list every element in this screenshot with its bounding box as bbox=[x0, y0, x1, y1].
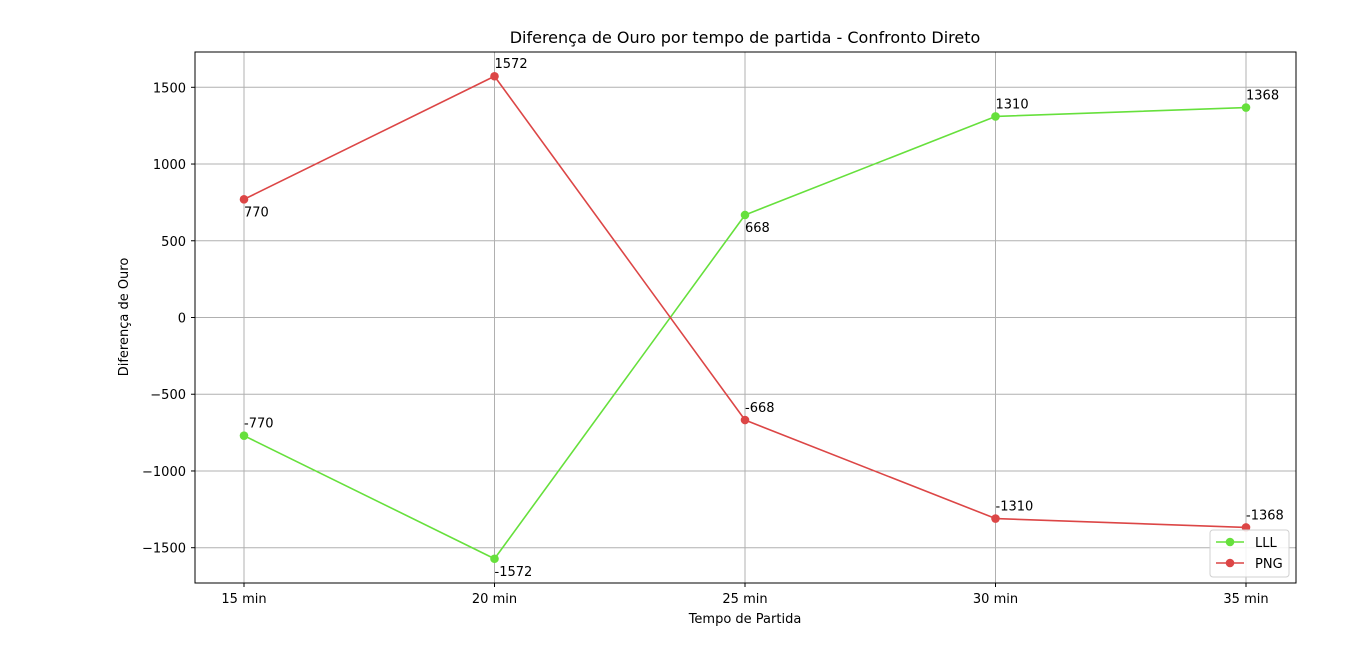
x-tick-label: 20 min bbox=[472, 592, 517, 607]
data-point-lll bbox=[239, 431, 249, 440]
x-tick-label: 15 min bbox=[221, 592, 266, 607]
y-axis-ticks: −1500 −1000 −500 0 500 1000 1500 bbox=[142, 81, 195, 557]
legend-label-png: PNG bbox=[1255, 557, 1283, 572]
data-label-png: -668 bbox=[745, 401, 775, 416]
x-tick-label: 30 min bbox=[973, 592, 1018, 607]
data-label-png: 1572 bbox=[495, 57, 528, 72]
data-point-png bbox=[740, 415, 750, 425]
y-axis-label: Diferença de Ouro bbox=[117, 258, 132, 377]
legend-marker-png bbox=[1225, 558, 1235, 568]
data-label-png: -1310 bbox=[996, 500, 1034, 515]
y-tick-label: −1500 bbox=[142, 542, 186, 557]
y-tick-label: −500 bbox=[150, 388, 186, 403]
x-axis-ticks: 15 min 20 min 25 min 30 min 35 min bbox=[221, 583, 1269, 607]
data-point-png bbox=[490, 71, 499, 81]
legend-label-lll: LLL bbox=[1255, 536, 1277, 551]
data-label-lll: 668 bbox=[745, 221, 770, 236]
data-point-lll bbox=[740, 210, 750, 220]
data-point-png bbox=[991, 514, 1000, 523]
data-label-lll: -770 bbox=[244, 417, 274, 432]
data-label-lll: 1310 bbox=[996, 97, 1029, 112]
data-point-lll bbox=[490, 554, 499, 564]
data-label-png: 770 bbox=[244, 205, 269, 220]
legend: LLL PNG bbox=[1209, 529, 1290, 578]
legend-marker-lll bbox=[1225, 537, 1235, 547]
data-point-png bbox=[239, 195, 249, 204]
grid-lines bbox=[195, 52, 1296, 583]
y-tick-label: 0 bbox=[178, 312, 186, 327]
data-label-lll: 1368 bbox=[1246, 89, 1279, 104]
data-point-lll bbox=[1241, 103, 1251, 112]
y-tick-label: 1000 bbox=[153, 158, 186, 173]
data-point-lll bbox=[991, 112, 1000, 121]
y-tick-label: 500 bbox=[161, 235, 186, 250]
x-tick-label: 35 min bbox=[1223, 592, 1268, 607]
x-tick-label: 25 min bbox=[722, 592, 767, 607]
chart-title: Diferença de Ouro por tempo de partida -… bbox=[510, 28, 981, 47]
y-tick-label: 1500 bbox=[153, 81, 186, 96]
data-label-png: -1368 bbox=[1246, 508, 1284, 523]
data-label-lll: -1572 bbox=[495, 565, 533, 580]
data-labels: -770 -1572 668 1310 1368 770 1572 -668 -1310 -136… bbox=[244, 57, 1284, 580]
x-axis-label: Tempo de Partida bbox=[688, 612, 802, 627]
y-tick-label: −1000 bbox=[142, 465, 186, 480]
series-lines bbox=[239, 71, 1251, 564]
